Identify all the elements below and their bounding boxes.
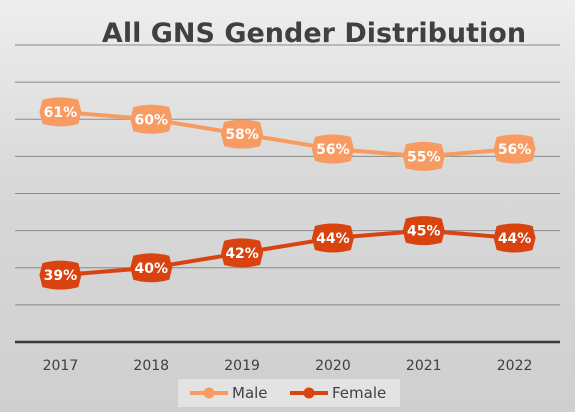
series-line-male [58, 109, 517, 159]
data-label-female: 40% [130, 253, 173, 283]
data-label-male: 56% [493, 134, 536, 164]
data-label-female: 42% [221, 238, 264, 268]
x-tick-label: 2020 [315, 358, 351, 374]
data-label-text: 56% [316, 142, 350, 158]
data-label-male: 61% [39, 97, 82, 127]
data-label-female: 45% [402, 216, 445, 246]
legend-marker [203, 387, 215, 399]
x-tick-label: 2021 [406, 358, 442, 374]
data-labels: 61% 60% 58% 56% 55% 56% 39% 40% 42% 44% 45% 44% [39, 97, 536, 290]
data-label-box [311, 223, 354, 253]
data-label-text: 42% [225, 246, 259, 262]
data-label-box [130, 253, 173, 283]
data-label-text: 45% [407, 224, 441, 240]
x-tick-label: 2017 [43, 358, 79, 374]
x-tick-label: 2018 [133, 358, 169, 374]
legend-label: Male [232, 384, 268, 402]
data-label-box [39, 97, 82, 127]
data-label-male: 56% [311, 134, 354, 164]
data-label-box [221, 238, 264, 268]
x-axis: 2017 2018 2019 2020 2021 2022 [15, 340, 560, 374]
gridlines [15, 44, 560, 306]
chart-title: All GNS Gender Distribution [102, 18, 526, 49]
data-label-box [402, 216, 445, 246]
data-label-text: 58% [225, 127, 259, 143]
data-label-box [402, 141, 445, 171]
legend-label: Female [332, 384, 386, 402]
legend-marker [303, 387, 315, 399]
data-label-box [39, 260, 82, 290]
data-label-box [311, 134, 354, 164]
data-label-female: 44% [311, 223, 354, 253]
data-label-box [221, 119, 264, 149]
data-label-text: 56% [498, 142, 532, 158]
data-label-text: 44% [316, 231, 350, 247]
legend-item-male: Male [190, 384, 268, 402]
data-label-text: 61% [44, 105, 78, 121]
data-label-text: 44% [498, 231, 532, 247]
data-label-box [493, 134, 536, 164]
data-label-box [493, 223, 536, 253]
data-label-text: 55% [407, 149, 441, 165]
series-line-female [58, 228, 517, 278]
x-tick-label: 2019 [224, 358, 260, 374]
data-label-male: 60% [130, 104, 173, 134]
data-label-text: 39% [44, 268, 78, 284]
data-label-text: 60% [134, 112, 168, 128]
data-label-male: 55% [402, 141, 445, 171]
x-tick-label: 2022 [497, 358, 533, 374]
legend-item-female: Female [290, 384, 386, 402]
data-label-text: 40% [134, 261, 168, 277]
data-label-box [130, 104, 173, 134]
data-label-male: 58% [221, 119, 264, 149]
data-label-female: 44% [493, 223, 536, 253]
legend: Male Female [178, 379, 400, 407]
data-label-female: 39% [39, 260, 82, 290]
